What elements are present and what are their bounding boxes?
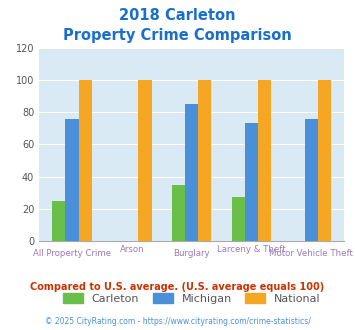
Bar: [318, 80, 331, 241]
Bar: [185, 104, 198, 241]
Bar: [305, 119, 318, 241]
Bar: [245, 123, 258, 241]
Bar: [138, 80, 152, 241]
Text: Compared to U.S. average. (U.S. average equals 100): Compared to U.S. average. (U.S. average …: [31, 282, 324, 292]
Text: Motor Vehicle Theft: Motor Vehicle Theft: [269, 248, 353, 258]
Text: Larceny & Theft: Larceny & Theft: [217, 245, 286, 254]
Bar: [65, 119, 78, 241]
Text: All Property Crime: All Property Crime: [33, 248, 111, 258]
Bar: [258, 80, 271, 241]
Text: Arson: Arson: [120, 245, 144, 254]
Bar: [52, 201, 65, 241]
Legend: Carleton, Michigan, National: Carleton, Michigan, National: [59, 289, 325, 309]
Bar: [232, 197, 245, 241]
Bar: [198, 80, 212, 241]
Bar: [78, 80, 92, 241]
Text: 2018 Carleton: 2018 Carleton: [119, 8, 236, 23]
Text: Burglary: Burglary: [173, 248, 210, 258]
Text: Property Crime Comparison: Property Crime Comparison: [63, 28, 292, 43]
Text: © 2025 CityRating.com - https://www.cityrating.com/crime-statistics/: © 2025 CityRating.com - https://www.city…: [45, 317, 310, 326]
Bar: [172, 184, 185, 241]
